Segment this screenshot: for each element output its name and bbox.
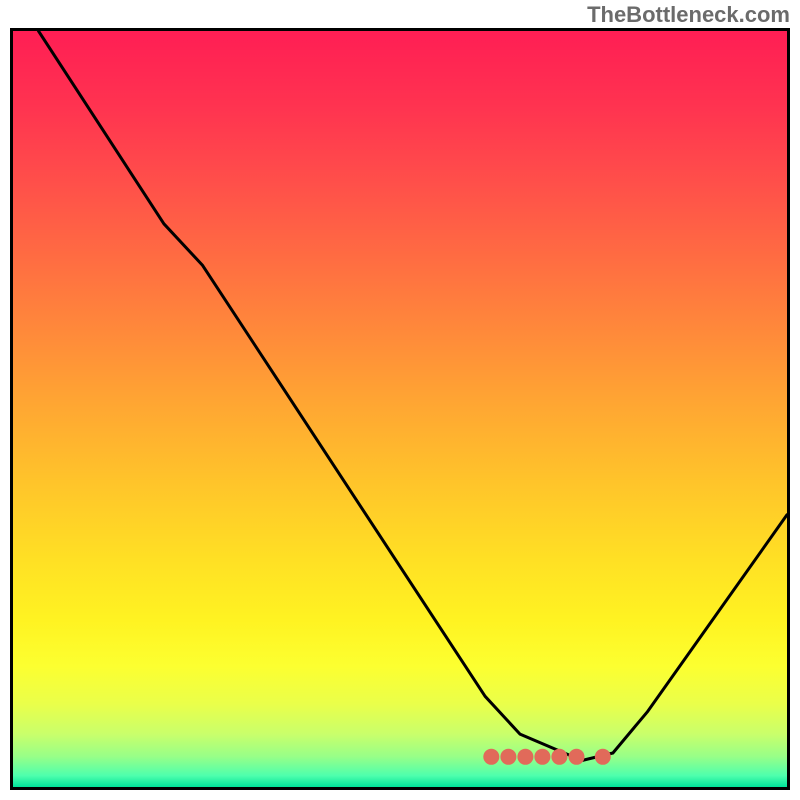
chart-background xyxy=(13,31,787,787)
marker-dot xyxy=(551,749,567,765)
chart-container: TheBottleneck.com xyxy=(0,0,800,800)
bottleneck-chart xyxy=(13,31,787,787)
marker-dot xyxy=(569,749,585,765)
plot-frame xyxy=(10,28,790,790)
marker-dot xyxy=(595,749,611,765)
marker-dot xyxy=(500,749,516,765)
marker-dot xyxy=(483,749,499,765)
marker-dot xyxy=(517,749,533,765)
attribution-text: TheBottleneck.com xyxy=(587,2,790,28)
marker-dot xyxy=(534,749,550,765)
